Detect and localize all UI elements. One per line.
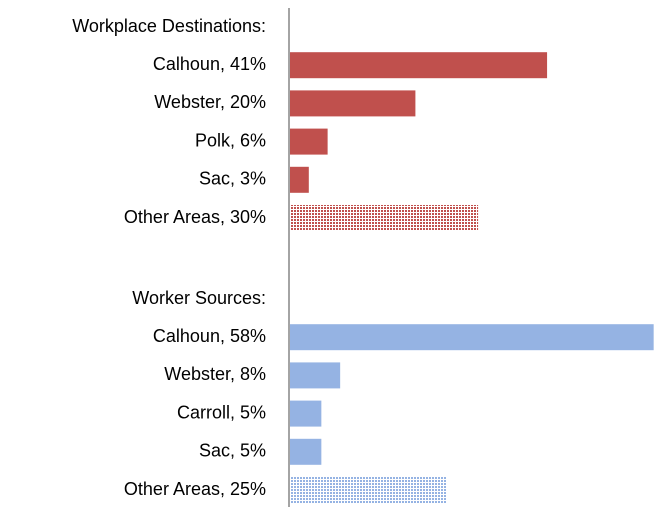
bar: [290, 205, 479, 231]
category-label: Sac, 3%: [199, 169, 266, 189]
group-title: Worker Sources:: [132, 288, 266, 308]
bar: [290, 90, 416, 117]
category-label: Calhoun, 41%: [153, 54, 266, 74]
bar: [290, 52, 548, 79]
category-label: Webster, 20%: [154, 92, 266, 112]
group-title: Workplace Destinations:: [72, 16, 266, 36]
bar: [290, 362, 341, 389]
bar: [290, 438, 322, 465]
category-label: Polk, 6%: [195, 130, 266, 150]
bar: [290, 400, 322, 427]
bar: [290, 128, 328, 155]
category-label: Other Areas, 25%: [124, 479, 266, 499]
category-label: Webster, 8%: [164, 364, 266, 384]
category-label: Carroll, 5%: [177, 402, 266, 422]
category-label: Sac, 5%: [199, 441, 266, 461]
category-label: Calhoun, 58%: [153, 326, 266, 346]
bar: [290, 477, 447, 503]
bar: [290, 324, 654, 351]
bar: [290, 166, 309, 193]
category-label: Other Areas, 30%: [124, 207, 266, 227]
